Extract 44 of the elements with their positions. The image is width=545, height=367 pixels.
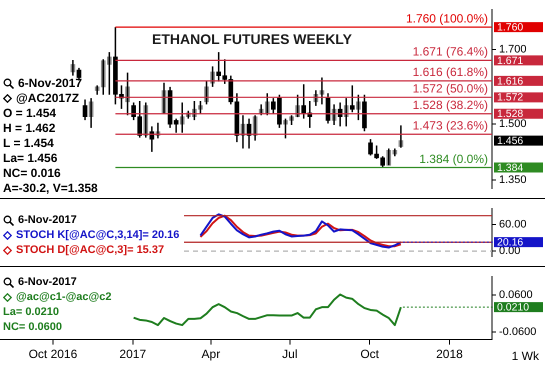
- x-tick-label: Apr: [202, 347, 220, 362]
- legend-label: STOCH D[@AC@C,3]= 15.37: [16, 243, 164, 258]
- ref-line-label: 1.473 (23.6%): [412, 118, 488, 133]
- annotation: 6-Nov-2017: [18, 76, 82, 91]
- y2-tick-label: 1.572: [497, 92, 524, 104]
- y-tick-label: 1.350: [499, 174, 527, 186]
- annotation: H = 1.462: [3, 121, 56, 136]
- y2-tick-label: 1.384: [497, 162, 524, 174]
- x-tick-label: 2018: [436, 347, 464, 362]
- y2-tick-label: 1.760: [497, 22, 524, 34]
- annotation: La= 0.0210: [3, 305, 59, 320]
- y-tick-label: 0.0600: [499, 289, 533, 302]
- annotation: La= 1.456: [3, 151, 58, 166]
- annotation: O = 1.454: [3, 106, 56, 121]
- x-tick-label: Jul: [282, 347, 298, 362]
- x-tick-label: 2017: [119, 347, 146, 362]
- ref-line-label: 1.528 (38.2%): [412, 98, 488, 112]
- annotation: NC= 0.0600: [3, 320, 62, 335]
- annotation: 6-Nov-2017: [18, 213, 77, 228]
- ref-line-label: 1.760 (100.0%): [406, 11, 488, 26]
- y2-tick-label: 1.528: [497, 108, 524, 120]
- annotation: 6-Nov-2017: [18, 275, 77, 290]
- y2-tick-label: 1.616: [497, 75, 524, 88]
- y-tick-label: -0.0600: [499, 326, 536, 338]
- ref-line-label: 1.572 (50.0%): [412, 82, 488, 96]
- legend-label: @ac@c1-@ac@c2: [16, 290, 112, 305]
- ref-line-label: 1.616 (61.8%): [412, 65, 488, 80]
- x-axis-title: 1 Wk: [512, 349, 539, 363]
- annotation: NC= 0.016: [3, 166, 61, 181]
- text: ETHANOL FUTURES WEEKLY: [152, 31, 352, 47]
- y-tick-label: 60.00: [499, 218, 527, 231]
- y-tick-label: 1.700: [499, 44, 527, 56]
- y2-tick-label: 1.671: [497, 54, 524, 67]
- annotation: @AC2017Z: [16, 91, 80, 106]
- annotation: L = 1.454: [3, 136, 54, 151]
- x-tick-label: Oct 2016: [28, 347, 78, 362]
- y-tick-label: 1.500: [499, 118, 527, 130]
- y2-tick-label: 1.456: [497, 135, 524, 148]
- ref-line-label: 1.671 (76.4%): [412, 44, 488, 59]
- annotation: A=-30.2, V=1.358: [3, 181, 98, 196]
- x-tick-label: Oct: [360, 347, 380, 362]
- ref-line-label: 1.384 (0.0%): [419, 152, 488, 166]
- annotation: 0.0210: [497, 302, 530, 314]
- legend-label: STOCH K[@AC@C,3,14]= 20.16: [16, 228, 180, 243]
